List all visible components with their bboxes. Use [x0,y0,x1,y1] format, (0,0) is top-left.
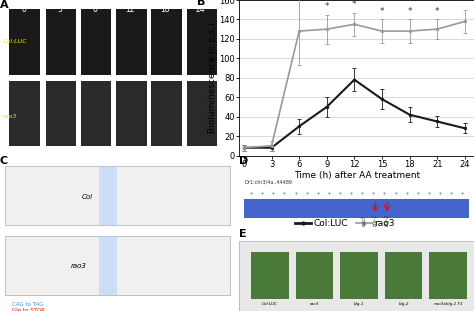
Text: *: * [435,7,439,16]
Text: Gln to STOP: Gln to STOP [12,308,44,311]
Text: blg-1: blg-1 [373,214,378,226]
FancyBboxPatch shape [81,9,111,75]
Text: 6: 6 [92,5,98,14]
Text: A: A [0,0,9,10]
Text: rao3: rao3 [2,114,17,119]
Text: 18: 18 [161,5,170,14]
Text: 3: 3 [57,5,62,14]
FancyBboxPatch shape [385,252,422,299]
Text: *: * [407,7,412,16]
FancyBboxPatch shape [46,9,76,75]
Text: CAG to TAG: CAG to TAG [12,302,43,307]
FancyBboxPatch shape [99,166,118,225]
FancyBboxPatch shape [9,9,40,75]
Text: Col:LUC: Col:LUC [2,39,27,44]
Text: blg-2: blg-2 [398,302,409,306]
Text: rao3: rao3 [361,215,366,226]
Text: *: * [380,7,384,16]
Text: rao3: rao3 [71,263,86,269]
FancyBboxPatch shape [5,166,230,225]
FancyBboxPatch shape [239,241,474,311]
Text: C: C [0,156,8,165]
FancyBboxPatch shape [244,199,469,218]
FancyBboxPatch shape [116,81,146,146]
FancyBboxPatch shape [46,81,76,146]
FancyBboxPatch shape [151,81,182,146]
FancyBboxPatch shape [187,81,217,146]
Text: E: E [239,230,247,239]
Text: 12: 12 [126,5,135,14]
FancyBboxPatch shape [429,252,467,299]
FancyBboxPatch shape [251,252,289,299]
Text: rao3: rao3 [310,302,319,306]
FancyBboxPatch shape [340,252,378,299]
FancyBboxPatch shape [81,81,111,146]
Text: B: B [197,0,206,7]
Text: *: * [325,2,329,11]
Text: D: D [239,156,248,165]
Legend: Col:LUC, rao3: Col:LUC, rao3 [291,216,399,232]
FancyBboxPatch shape [116,9,146,75]
Text: blg-1: blg-1 [354,302,365,306]
FancyBboxPatch shape [151,9,182,75]
X-axis label: Time (h) after AA treatment: Time (h) after AA treatment [293,171,420,180]
Text: 24: 24 [196,5,205,14]
FancyBboxPatch shape [9,81,40,146]
FancyBboxPatch shape [187,9,217,75]
Text: 0: 0 [21,5,26,14]
FancyBboxPatch shape [5,236,230,295]
FancyBboxPatch shape [99,236,118,295]
Text: blg-2: blg-2 [385,214,390,226]
Text: Col:LUC: Col:LUC [262,302,278,306]
FancyBboxPatch shape [296,252,333,299]
Y-axis label: Bioluminescence (c.p.s.): Bioluminescence (c.p.s.) [208,22,217,133]
Text: *: * [463,0,467,6]
Text: *: * [352,0,356,9]
Text: Dr1:chr3/4a..44489: Dr1:chr3/4a..44489 [244,179,292,184]
Text: rao3xblg-1 F1: rao3xblg-1 F1 [434,302,463,306]
Text: Col: Col [82,194,93,201]
